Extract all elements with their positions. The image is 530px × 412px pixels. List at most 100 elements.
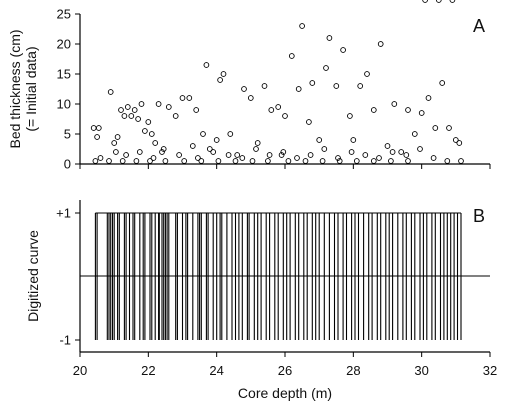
y-tick-label: 15 xyxy=(57,67,71,82)
data-point xyxy=(94,134,100,140)
data-point xyxy=(92,158,99,164)
data-point xyxy=(179,95,186,101)
data-point xyxy=(193,107,200,113)
data-point xyxy=(189,143,196,149)
data-point xyxy=(299,23,305,29)
data-point xyxy=(138,101,145,107)
data-point xyxy=(370,158,377,164)
data-point xyxy=(294,155,300,161)
data-point xyxy=(288,53,295,59)
y-tick-label: 5 xyxy=(64,127,71,142)
y-tick-label: 20 xyxy=(57,37,71,52)
data-point xyxy=(107,89,114,95)
data-point xyxy=(432,125,439,131)
x-tick-label: 22 xyxy=(141,363,155,378)
data-point xyxy=(377,41,384,47)
data-point xyxy=(203,62,210,68)
data-point xyxy=(295,86,302,92)
data-point xyxy=(435,0,442,3)
data-point xyxy=(172,113,179,119)
data-point xyxy=(417,146,423,152)
data-point xyxy=(430,155,437,161)
data-point xyxy=(176,152,182,158)
panel-b-x-ticks: 20 22 24 26 28 30 32 xyxy=(73,352,497,378)
data-point xyxy=(162,158,169,164)
data-point xyxy=(160,146,167,152)
data-point xyxy=(282,113,288,119)
data-point xyxy=(449,0,456,3)
data-point xyxy=(418,110,425,116)
data-point xyxy=(403,152,410,158)
data-point xyxy=(388,158,394,164)
data-point xyxy=(213,137,220,143)
data-point xyxy=(90,125,97,131)
data-point xyxy=(321,146,328,152)
data-point xyxy=(206,146,213,152)
data-point xyxy=(452,137,459,143)
data-point xyxy=(225,152,232,158)
data-point xyxy=(265,158,271,164)
data-point xyxy=(152,140,159,146)
data-point xyxy=(181,158,188,164)
data-point xyxy=(135,116,141,122)
data-point xyxy=(136,149,143,155)
y-tick-label: 10 xyxy=(57,97,71,112)
panel-b-label: B xyxy=(473,206,485,226)
data-point xyxy=(391,101,398,107)
data-point xyxy=(142,128,148,134)
data-point xyxy=(411,131,418,137)
data-point xyxy=(285,158,292,164)
data-point xyxy=(215,158,222,164)
data-point xyxy=(370,107,377,113)
data-point xyxy=(220,71,227,77)
data-point xyxy=(444,158,451,164)
data-point xyxy=(148,131,155,137)
data-point xyxy=(348,149,355,155)
data-point xyxy=(280,149,287,155)
data-point xyxy=(353,158,360,164)
y-tick-label: 0 xyxy=(64,157,71,172)
data-point xyxy=(268,107,275,113)
data-point xyxy=(350,137,357,143)
data-point xyxy=(121,113,128,119)
data-point xyxy=(275,104,282,110)
data-point xyxy=(247,95,254,101)
data-point xyxy=(159,149,165,155)
panel-a-label: A xyxy=(473,16,485,36)
data-point xyxy=(422,0,428,3)
panel-a-x-ticks xyxy=(79,164,491,169)
data-point xyxy=(232,158,239,164)
panel-b-y-ticks: +1 -1 xyxy=(56,206,80,348)
data-point xyxy=(357,83,364,89)
data-point xyxy=(323,65,329,71)
y-tick-label: -1 xyxy=(59,333,71,348)
data-point xyxy=(131,107,138,113)
data-point xyxy=(106,158,112,164)
data-point xyxy=(254,140,261,146)
panel-a-ylabel-line2: (= Initial data) xyxy=(23,46,39,131)
data-point xyxy=(253,146,259,152)
data-point xyxy=(376,155,382,161)
data-point xyxy=(316,137,323,143)
data-point xyxy=(439,80,446,86)
data-point xyxy=(124,104,131,110)
data-point xyxy=(456,140,463,146)
data-point xyxy=(362,152,369,158)
data-point xyxy=(458,158,464,164)
data-point xyxy=(340,47,346,53)
data-point xyxy=(446,125,452,131)
data-point xyxy=(210,149,217,155)
x-tick-label: 26 xyxy=(278,363,292,378)
data-point xyxy=(326,35,333,41)
data-point xyxy=(249,158,256,164)
data-point xyxy=(309,80,316,86)
data-point xyxy=(405,158,411,164)
panel-a-y-ticks: 0 5 10 15 20 25 xyxy=(57,7,80,172)
data-point xyxy=(145,119,152,125)
y-tick-label: 25 xyxy=(57,7,71,22)
data-point xyxy=(239,155,246,161)
data-point xyxy=(113,149,119,155)
data-point xyxy=(398,149,405,155)
data-point xyxy=(147,158,153,164)
